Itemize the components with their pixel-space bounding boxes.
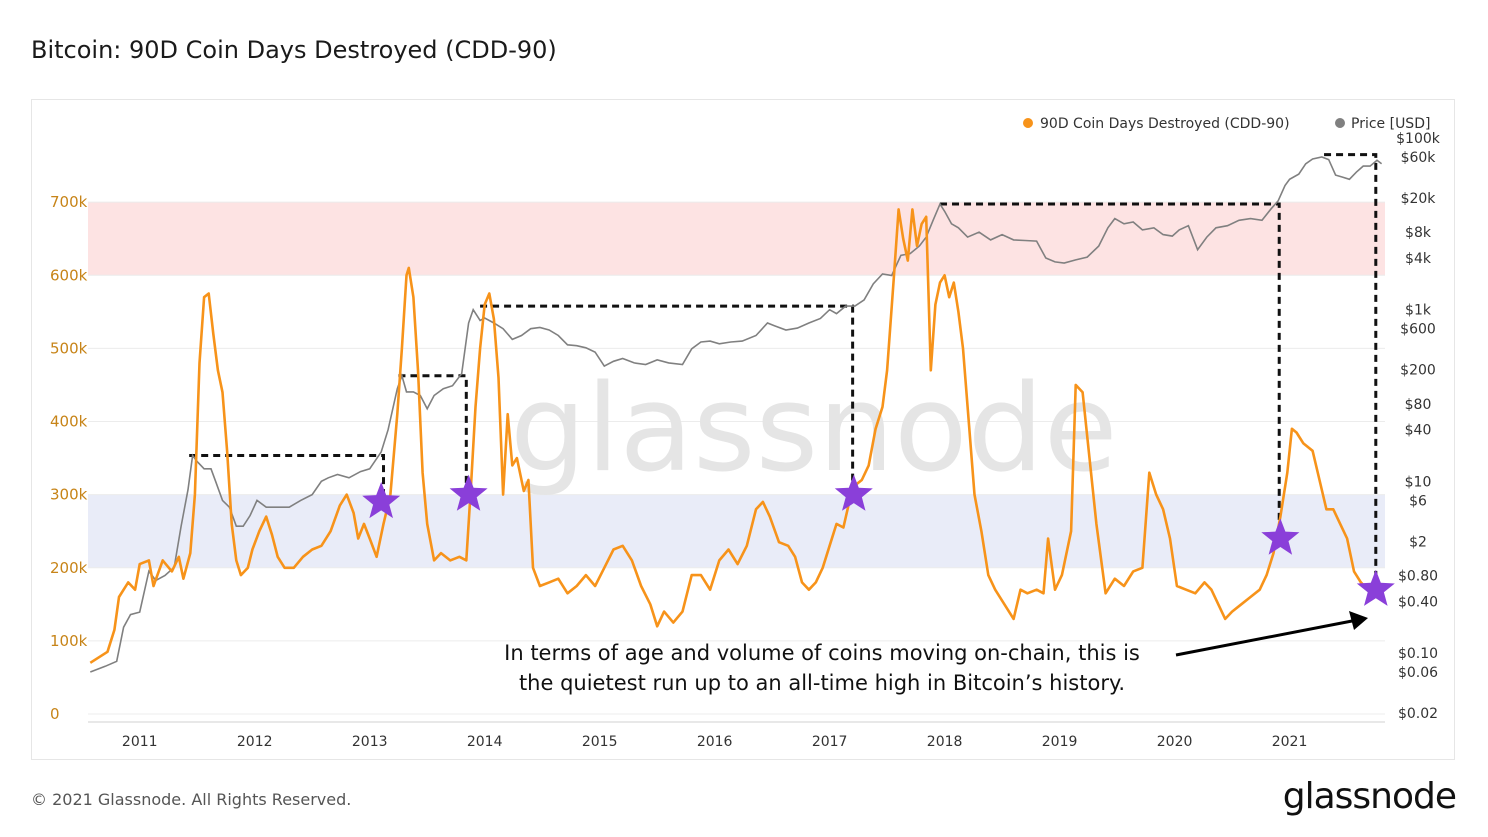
chart-frame (31, 99, 1455, 760)
page-title: Bitcoin: 90D Coin Days Destroyed (CDD-90… (31, 36, 557, 64)
legend: 90D Coin Days Destroyed (CDD-90) Price [U… (1023, 116, 1430, 132)
annotation-line-1: In terms of age and volume of coins movi… (504, 641, 1140, 665)
y-right-tick-10: $200 (1400, 363, 1436, 379)
y-right-tick-1: $0.06 (1398, 665, 1438, 681)
x-tick-2015: 2015 (582, 734, 618, 750)
y-left-tick-1: 100k (50, 632, 88, 650)
y-right-tick-14: $8k (1405, 225, 1432, 241)
star-marker-4 (1356, 569, 1395, 606)
x-tick-2013: 2013 (352, 734, 388, 750)
legend-label-price: Price [USD] (1351, 116, 1430, 132)
legend-label-cdd: 90D Coin Days Destroyed (CDD-90) (1040, 116, 1290, 132)
series-cdd-line (89, 208, 1383, 664)
copyright: © 2021 Glassnode. All Rights Reserved. (31, 790, 352, 809)
y-right-tick-13: $4k (1405, 251, 1432, 267)
x-tick-2017: 2017 (812, 734, 848, 750)
y-right-tick-12: $1k (1405, 303, 1432, 319)
x-tick-2016: 2016 (697, 734, 733, 750)
y-right-ticks: $0.02 $0.06 $0.10 $0.40 $0.80 $2 $6 $10 $40 $80 $2… (1396, 131, 1441, 722)
watermark: glassnode (510, 360, 1118, 499)
y-left-tick-6: 600k (50, 266, 88, 284)
annotation-line-2: the quietest run up to an all-time high … (519, 671, 1125, 695)
star-marker-0 (362, 481, 401, 519)
dashed-step-4 (1324, 153, 1378, 590)
y-right-tick-17: $100k (1396, 131, 1441, 147)
y-right-tick-8: $40 (1405, 423, 1432, 439)
y-right-tick-9: $80 (1405, 397, 1432, 413)
y-right-tick-16: $60k (1401, 150, 1437, 166)
y-right-tick-11: $600 (1400, 322, 1436, 338)
y-left-tick-5: 500k (50, 339, 88, 357)
annotation-arrow (1175, 611, 1368, 657)
y-left-tick-7: 700k (50, 193, 88, 211)
dashed-step-1 (398, 374, 468, 495)
series-price-line (90, 156, 1383, 673)
legend-dot-price (1335, 118, 1345, 128)
series-lines (89, 156, 1383, 673)
y-left-tick-3: 300k (50, 486, 88, 504)
band-1 (88, 494, 1385, 568)
dashed-step-3 (940, 202, 1281, 539)
star-marker-2 (834, 474, 873, 511)
dashed-step-0 (189, 453, 386, 502)
y-left-tick-0: 0 (50, 705, 60, 723)
y-right-tick-7: $10 (1405, 474, 1432, 490)
stars (362, 474, 1395, 606)
y-right-tick-4: $0.80 (1398, 568, 1438, 584)
y-right-tick-0: $0.02 (1398, 706, 1438, 722)
x-tick-2014: 2014 (467, 734, 503, 750)
x-tick-2020: 2020 (1157, 734, 1193, 750)
y-left-ticks: 0 100k 200k 300k 400k 500k 600k 700k (50, 193, 88, 723)
y-right-tick-3: $0.40 (1398, 594, 1438, 610)
gridlines (88, 201, 1385, 723)
x-tick-2012: 2012 (237, 734, 273, 750)
y-right-tick-5: $2 (1409, 534, 1427, 550)
band-0 (88, 202, 1385, 276)
x-tick-2018: 2018 (927, 734, 963, 750)
y-left-tick-2: 200k (50, 559, 88, 577)
x-tick-2019: 2019 (1042, 734, 1078, 750)
y-right-tick-15: $20k (1401, 191, 1437, 207)
y-right-tick-2: $0.10 (1398, 646, 1438, 662)
legend-dot-cdd (1023, 118, 1033, 128)
x-tick-2021: 2021 (1272, 734, 1308, 750)
glassnode-logo: glassnode (1282, 776, 1457, 817)
y-right-tick-6: $6 (1409, 493, 1427, 509)
star-marker-1 (449, 474, 488, 511)
y-left-tick-4: 400k (50, 413, 88, 431)
x-ticks: 2011 2012 2013 2014 2015 2016 2017 2018 2019 2020… (122, 734, 1307, 750)
x-tick-2011: 2011 (122, 734, 158, 750)
star-marker-3 (1261, 518, 1300, 555)
